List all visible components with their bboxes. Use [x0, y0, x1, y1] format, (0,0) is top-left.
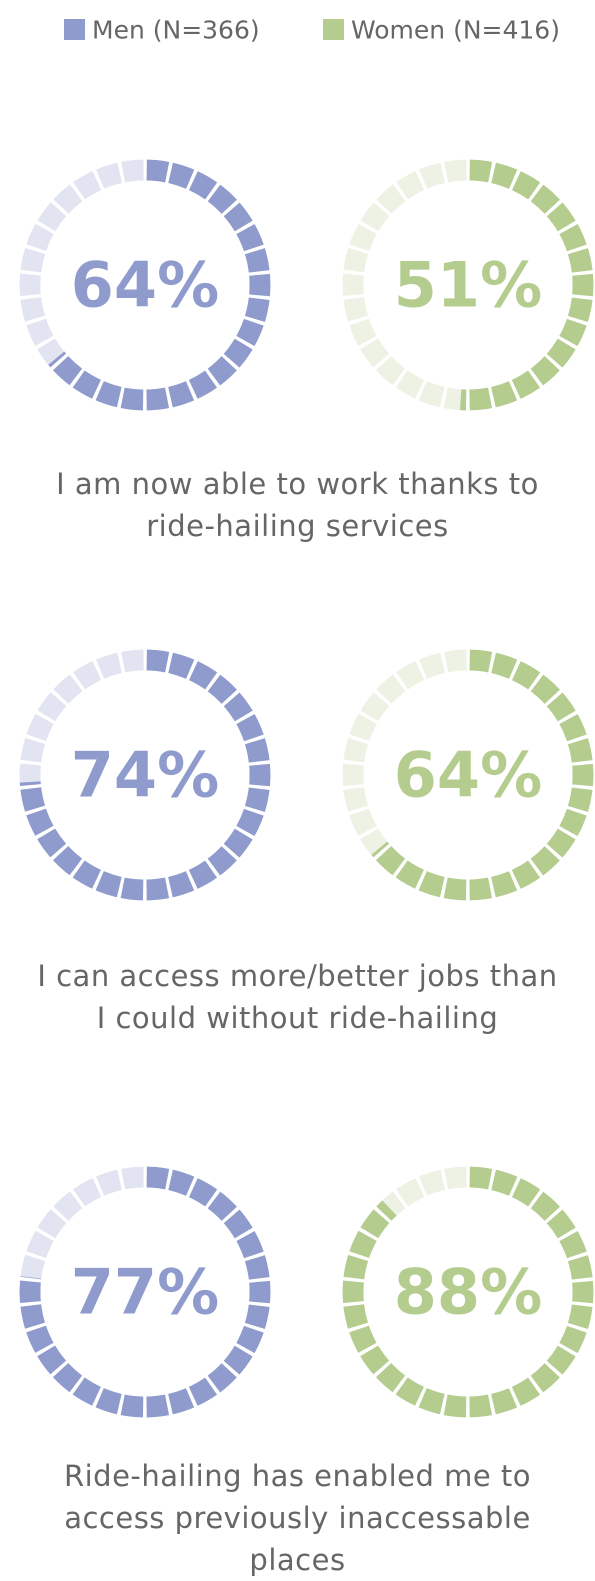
- donut: [342, 159, 594, 411]
- donut-arc: [342, 1166, 594, 1418]
- statement: I am now able to work thanks to ride-hai…: [56, 467, 539, 543]
- legend-swatch: [323, 19, 344, 40]
- donut-arc: [19, 159, 271, 411]
- donut-value-label: 74%: [71, 739, 219, 812]
- donut-arc: [342, 159, 594, 411]
- legend-label: Women (N=416): [351, 16, 560, 45]
- donut-value-label: 64%: [71, 249, 219, 322]
- donut: [342, 1166, 594, 1418]
- donut-arc: [19, 649, 271, 901]
- donut: [342, 649, 594, 901]
- donut-value-label: 77%: [71, 1256, 219, 1329]
- donut-value-label: 88%: [394, 1256, 542, 1329]
- donut-arc: [342, 649, 594, 901]
- donut: [19, 159, 271, 411]
- donut-arc: [19, 1166, 271, 1418]
- donut-value-label: 51%: [394, 249, 542, 322]
- donut: [19, 649, 271, 901]
- legend-swatch: [64, 19, 85, 40]
- donut: [19, 1166, 271, 1418]
- donut-value-label: 64%: [394, 739, 542, 812]
- statement: I can access more/better jobs than I cou…: [37, 959, 558, 1035]
- legend-label: Men (N=366): [92, 16, 260, 45]
- statement: Ride-hailing has enabled me to access pr…: [63, 1459, 532, 1577]
